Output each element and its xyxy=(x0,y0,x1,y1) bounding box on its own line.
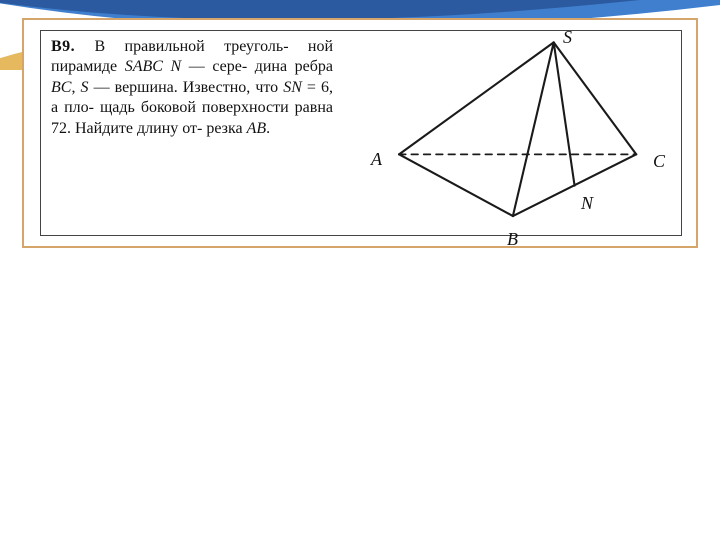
figure-container: S A B C N xyxy=(341,31,681,235)
problem-body: В правильной треуголь- ной пирамиде SABC… xyxy=(51,38,333,137)
problem-inner-frame: В9. В правильной треуголь- ной пирамиде … xyxy=(40,30,682,236)
pyramid-figure xyxy=(341,31,681,235)
edge-SN xyxy=(554,42,575,185)
problem-label: В9. xyxy=(51,38,75,55)
vertex-label-N: N xyxy=(581,193,593,214)
problem-card: В9. В правильной треуголь- ной пирамиде … xyxy=(22,18,698,248)
problem-text: В9. В правильной треуголь- ной пирамиде … xyxy=(41,31,341,235)
vertex-label-S: S xyxy=(563,27,572,48)
vertex-label-B: B xyxy=(507,229,518,250)
vertex-label-A: A xyxy=(371,149,382,170)
swoosh-blue-front xyxy=(0,0,640,20)
edge-SC xyxy=(554,42,637,154)
edge-AB xyxy=(399,154,513,216)
vertex-label-C: C xyxy=(653,151,665,172)
